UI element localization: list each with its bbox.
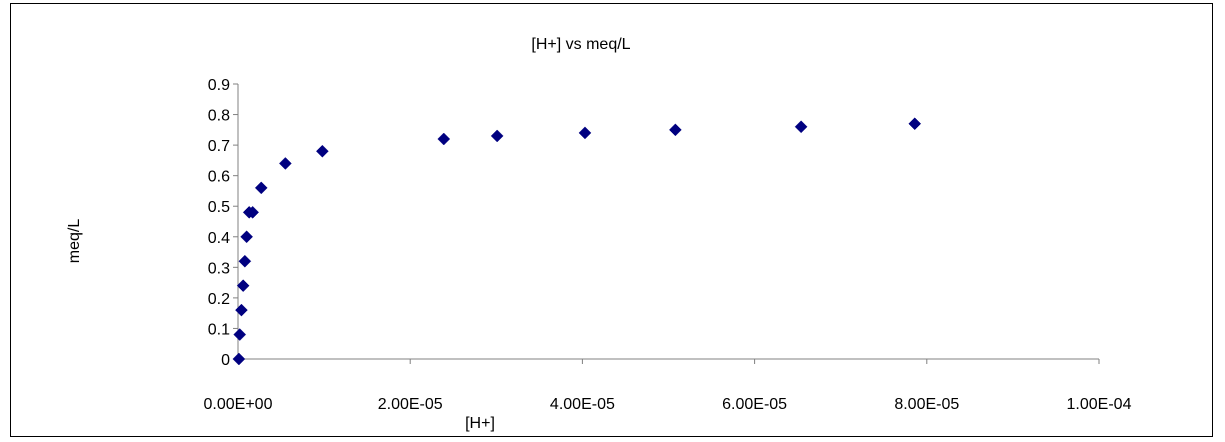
data-point xyxy=(232,352,246,366)
data-series xyxy=(232,117,922,366)
data-point xyxy=(235,303,248,317)
x-tick-label: 6.00E-05 xyxy=(722,396,787,413)
x-tick-label: 1.00E-04 xyxy=(1067,396,1132,413)
y-tick-label: 0.2 xyxy=(208,291,230,308)
tick-labels: 0 0.1 0.2 0.3 0.4 0.5 0.6 0.7 0.8 0.9 0.00E+00 2.00… xyxy=(204,77,1132,413)
data-point xyxy=(908,117,922,131)
y-axis-label: meq/L xyxy=(66,219,83,264)
y-tick-label: 0 xyxy=(221,352,230,369)
y-tick-label: 0.7 xyxy=(208,138,230,155)
data-point xyxy=(490,129,504,143)
chart-svg: [H+] vs meq/L meq/L [H+] 0 0.1 0.2 0.3 0.4 0.… xyxy=(66,36,1132,432)
data-point xyxy=(233,328,247,341)
chart-title: [H+] vs meq/L xyxy=(531,36,630,53)
x-tick-label: 4.00E-05 xyxy=(550,396,615,413)
x-tick-label: 2.00E-05 xyxy=(378,396,443,413)
x-tick-label: 0.00E+00 xyxy=(204,396,273,413)
y-tick-label: 0.4 xyxy=(208,230,230,247)
x-axis-label: [H+] xyxy=(465,415,495,432)
axes xyxy=(233,83,1100,364)
data-point xyxy=(238,254,252,268)
data-point xyxy=(254,181,268,195)
y-tick-label: 0.9 xyxy=(208,77,230,94)
data-point xyxy=(236,279,250,293)
data-point xyxy=(316,144,329,158)
y-tick-label: 0.8 xyxy=(208,108,230,125)
y-tick-label: 0.3 xyxy=(208,260,230,277)
x-tick-label: 8.00E-05 xyxy=(894,396,959,413)
y-tick-label: 0.1 xyxy=(208,321,230,338)
data-point xyxy=(246,205,259,219)
data-point xyxy=(240,230,253,244)
y-tick-label: 0.5 xyxy=(208,199,230,216)
data-point xyxy=(669,123,682,137)
y-tick-label: 0.6 xyxy=(208,169,230,186)
data-point xyxy=(578,126,592,140)
data-point xyxy=(279,157,292,170)
data-point xyxy=(437,132,451,146)
chart-area: [H+] vs meq/L meq/L [H+] 0 0.1 0.2 0.3 0.4 0.… xyxy=(10,3,1213,437)
data-point xyxy=(794,120,808,134)
